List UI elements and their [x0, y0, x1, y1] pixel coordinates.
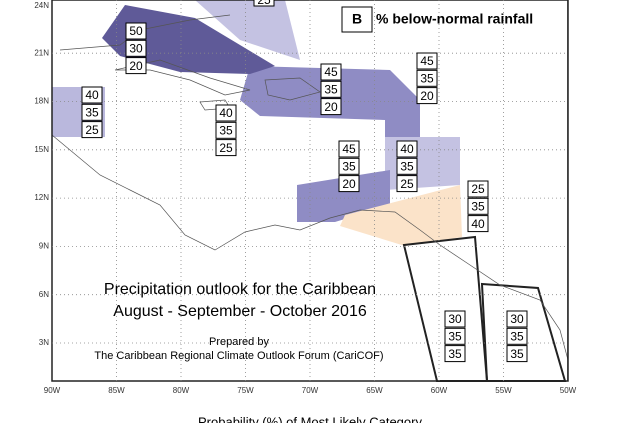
prob-box: [81, 121, 103, 139]
prob-box: [444, 327, 466, 345]
prob-value: 45: [342, 142, 356, 156]
prob-value: 45: [324, 65, 338, 79]
prob-box: [467, 180, 489, 198]
prob-value: 50: [129, 24, 143, 38]
coastline: [51, 134, 569, 361]
coastline: [264, 77, 321, 101]
prob-value: 30: [448, 312, 462, 326]
lat-label: 18N: [34, 97, 49, 106]
prob-box: [506, 327, 528, 345]
prob-value: 40: [219, 106, 233, 120]
lon-label: 65W: [366, 386, 383, 395]
prob-value: 40: [471, 217, 485, 231]
lat-label: 21N: [34, 48, 49, 57]
coastlines: [51, 14, 569, 361]
title-line: Precipitation outlook for the Caribbean: [104, 281, 376, 298]
lon-label: 85W: [108, 386, 125, 395]
lon-label: 90W: [44, 386, 61, 395]
prob-value: 25: [219, 141, 233, 155]
prob-value: 35: [85, 105, 99, 119]
region-shade: [340, 185, 462, 246]
prob-value: 40: [85, 88, 99, 102]
prob-box: [125, 39, 147, 57]
right-margin: [568, 0, 623, 381]
lon-label: 50W: [560, 386, 577, 395]
prob-box: [81, 86, 103, 104]
region-shade: [385, 137, 460, 190]
prob-value: 25: [257, 0, 271, 7]
prob-value: 35: [420, 71, 434, 85]
prob-box: [467, 215, 489, 233]
title-line: August - September - October 2016: [113, 303, 367, 320]
prob-box: [320, 98, 342, 116]
lat-label: 12N: [34, 193, 49, 202]
lon-label: 80W: [173, 386, 190, 395]
region-shade: [195, 0, 300, 60]
prob-value: 25: [471, 182, 485, 196]
prob-value: 20: [420, 89, 434, 103]
lat-label: 3N: [39, 338, 49, 347]
prob-value: 20: [342, 177, 356, 191]
prob-box: [396, 140, 418, 158]
prob-box: [320, 80, 342, 98]
prob-box: [81, 103, 103, 121]
prob-box: [215, 104, 237, 122]
prob-box: [338, 157, 360, 175]
prob-box: [467, 197, 489, 215]
prob-box: [338, 175, 360, 193]
prob-value: 35: [448, 347, 462, 361]
region-shade: [297, 170, 390, 222]
prob-value: 35: [219, 123, 233, 137]
prob-box: [506, 310, 528, 328]
lon-label: 75W: [237, 386, 254, 395]
legend-key: B: [352, 11, 362, 27]
prob-box: [215, 139, 237, 157]
prob-value: 35: [324, 82, 338, 96]
legend-text: % below-normal rainfall: [376, 11, 533, 27]
prob-value: 35: [510, 329, 524, 343]
coastline: [114, 59, 251, 96]
lon-label: 70W: [302, 386, 319, 395]
prob-value: 30: [129, 41, 143, 55]
grid: 3N 6N 9N 12N 15N 18N 21N 24N 90W 85W 80W 75W 70W 65W 6…: [34, 0, 577, 395]
credit-line: Prepared by: [209, 336, 269, 348]
prob-value: 35: [448, 329, 462, 343]
prob-value: 35: [342, 159, 356, 173]
prob-box: [416, 87, 438, 105]
probability-boxes: 50 30 20 45 35 20 45 35 20 40 35 25 40 35 25 45 35 20 40 35…: [81, 0, 528, 363]
lon-label: 55W: [495, 386, 512, 395]
prob-box: [253, 0, 275, 7]
prob-box: [416, 69, 438, 87]
prob-value: 30: [510, 312, 524, 326]
prob-value: 25: [85, 123, 99, 137]
prob-value: 35: [471, 199, 485, 213]
prob-value: 35: [400, 159, 414, 173]
prob-value: 45: [420, 54, 434, 68]
prob-box: [215, 121, 237, 139]
lat-label: 24N: [34, 1, 49, 10]
footer: Probability (%) of Most Likely Category: [198, 414, 422, 423]
prob-value: 20: [129, 59, 143, 73]
lat-label: 6N: [39, 290, 49, 299]
prob-box: [125, 22, 147, 40]
lon-label: 60W: [431, 386, 448, 395]
prob-value: 20: [324, 100, 338, 114]
prob-box: [396, 157, 418, 175]
prob-value: 40: [400, 142, 414, 156]
legend-key-box: [341, 6, 373, 33]
lat-label: 9N: [39, 242, 49, 251]
prob-box: [506, 345, 528, 363]
credit-line: The Caribbean Regional Climate Outlook F…: [94, 350, 383, 362]
prob-value: 25: [400, 177, 414, 191]
prob-box: [320, 63, 342, 81]
prob-box: [125, 57, 147, 75]
prob-box: [338, 140, 360, 158]
prob-value: 35: [510, 347, 524, 361]
prob-box: [444, 310, 466, 328]
prob-box: [416, 52, 438, 70]
prob-box: [396, 175, 418, 193]
lat-label: 15N: [34, 145, 49, 154]
prob-box: [444, 345, 466, 363]
